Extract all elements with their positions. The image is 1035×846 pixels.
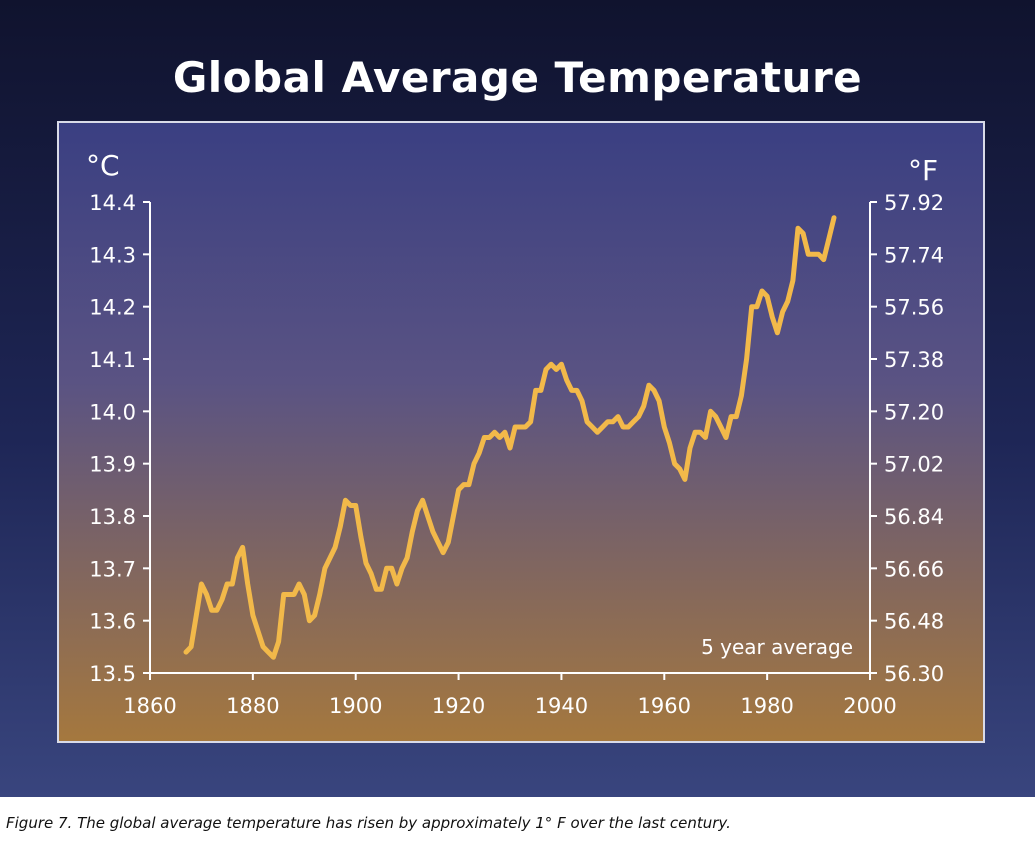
x-tick-labels: 1860 1880 1900 1920 1940 1960 1980 2000 xyxy=(123,694,896,718)
left-tick-label: 14.4 xyxy=(89,191,136,215)
left-tick-label: 14.0 xyxy=(89,400,136,424)
x-tick-label: 1860 xyxy=(123,694,176,718)
x-tick-label: 1960 xyxy=(638,694,691,718)
chart: °C °F 5 year average 13.513.613.713.813.… xyxy=(57,121,985,743)
right-tick-label: 57.02 xyxy=(884,453,944,477)
x-tick-label: 1920 xyxy=(432,694,485,718)
left-tick-label: 14.3 xyxy=(89,243,136,267)
left-tick-label: 13.5 xyxy=(89,662,136,686)
left-axis-unit: °C xyxy=(86,149,120,182)
x-tick-label: 2000 xyxy=(843,694,896,718)
right-tick-label: 57.20 xyxy=(884,400,944,424)
left-tick-labels: 13.5 13.6 13.7 13.8 13.9 14.0 14.1 14.2 14.3 14.4 xyxy=(89,191,136,686)
left-tick-label: 14.1 xyxy=(89,348,136,372)
right-tick-label: 56.30 xyxy=(884,662,944,686)
left-tick-label: 13.9 xyxy=(89,453,136,477)
left-tick-label: 13.6 xyxy=(89,610,136,634)
chart-title: Global Average Temperature xyxy=(172,53,863,102)
axes xyxy=(143,201,877,680)
right-tick-label: 57.74 xyxy=(884,243,944,267)
left-tick-label: 13.8 xyxy=(89,505,136,529)
left-tick-label: 13.7 xyxy=(89,557,136,581)
x-tick-label: 1900 xyxy=(329,694,382,718)
right-tick-label: 57.38 xyxy=(884,348,944,372)
left-tick-label: 14.2 xyxy=(89,296,136,320)
right-tick-label: 57.92 xyxy=(884,191,944,215)
right-tick-label: 56.84 xyxy=(884,505,944,529)
x-tick-label: 1980 xyxy=(740,694,793,718)
right-tick-label: 56.48 xyxy=(884,610,944,634)
x-tick-label: 1880 xyxy=(226,694,279,718)
annotation-label: 5 year average xyxy=(701,635,853,659)
right-tick-labels: 56.30 56.48 56.66 56.84 57.02 57.20 57.38 57.56… xyxy=(884,191,944,686)
x-tick-label: 1940 xyxy=(535,694,588,718)
right-tick-label: 57.56 xyxy=(884,296,944,320)
right-axis-unit: °F xyxy=(908,154,938,187)
figure-caption: Figure 7. The global average temperature… xyxy=(6,814,731,832)
series-line xyxy=(183,215,837,660)
right-tick-label: 56.66 xyxy=(884,557,944,581)
